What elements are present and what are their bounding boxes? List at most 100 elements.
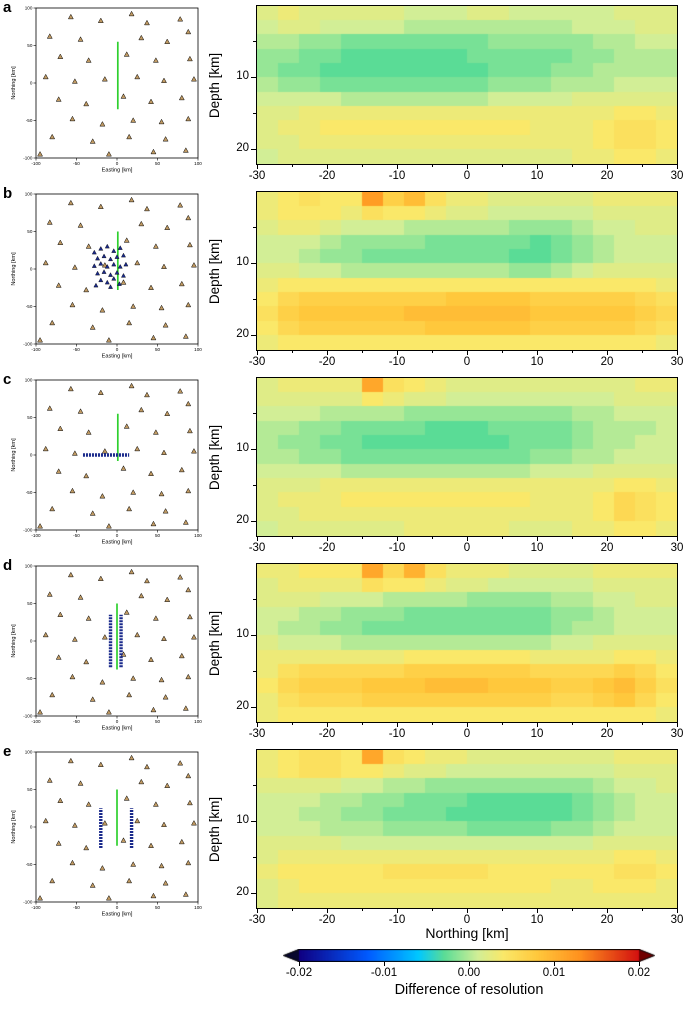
source-triangle-icon (104, 279, 110, 285)
map-y-tick-label: -50 (26, 862, 33, 867)
x-tick (536, 350, 538, 355)
station-triangle-icon (37, 151, 43, 157)
x-tick-label: -30 (248, 542, 266, 554)
x-minor-tick (641, 536, 643, 539)
station-triangle-icon (191, 448, 197, 454)
station-triangle-icon (83, 472, 90, 479)
panel-letter-c: c (3, 371, 12, 388)
panel-letter-b: b (3, 185, 13, 202)
y-minor-tick (253, 485, 257, 487)
station-triangle-icon (46, 219, 53, 225)
x-tick (326, 164, 328, 169)
colorbar-canvas (283, 949, 655, 962)
station-triangle-icon (55, 96, 62, 102)
station-triangle-icon (148, 98, 154, 104)
station-triangle-icon (120, 279, 127, 285)
y-minor-tick (253, 599, 257, 601)
station-triangle-icon (138, 592, 145, 599)
station-triangle-icon (85, 429, 92, 435)
station-triangle-icon (101, 262, 108, 268)
map-xlabel: Easting [km] (102, 726, 133, 732)
y-tick-label: 20 (236, 327, 249, 340)
source-triangle-icon (111, 248, 117, 253)
depth-axis-label: Depth [km] (207, 52, 222, 118)
station-triangle-icon (182, 147, 189, 153)
station-triangle-icon (46, 777, 53, 783)
station-triangle-icon (150, 148, 157, 155)
station-triangle-icon (161, 635, 167, 641)
panel-letter-e: e (3, 743, 12, 760)
source-triangle-icon (121, 273, 126, 278)
x-minor-tick (431, 908, 433, 911)
map-x-tick-label: -50 (73, 905, 80, 910)
x-tick (606, 908, 608, 913)
station-map-b: -100-100 -50 -50 0 0 50 50 100 100 Easting [km] No… (11, 192, 202, 360)
station-triangle-icon (191, 262, 197, 268)
map-y-tick-label: 100 (25, 564, 33, 569)
y-tick-label: 10 (236, 441, 249, 454)
station-triangle-icon (130, 117, 137, 123)
source-triangle-icon (104, 264, 110, 269)
x-minor-tick (501, 536, 503, 539)
x-tick (256, 164, 258, 169)
station-triangle-icon (186, 427, 193, 434)
station-triangle-icon (55, 468, 62, 474)
station-triangle-icon (67, 571, 74, 578)
source-triangle-icon (98, 277, 104, 283)
station-triangle-icon (101, 76, 108, 82)
x-tick (606, 722, 608, 727)
station-triangle-icon (123, 237, 130, 243)
station-triangle-icon (134, 73, 141, 80)
station-triangle-icon (177, 388, 184, 394)
station-triangle-icon (161, 77, 167, 83)
station-triangle-icon (144, 19, 150, 26)
x-tick (536, 164, 538, 169)
x-tick (256, 722, 258, 727)
station-triangle-icon (185, 115, 192, 122)
x-tick-label: 30 (670, 170, 684, 182)
colorbar-title: Difference of resolution (394, 982, 544, 998)
station-triangle-icon (85, 57, 92, 63)
x-tick-label: 30 (670, 914, 684, 926)
y-minor-tick (253, 671, 257, 673)
station-triangle-icon (182, 333, 189, 339)
station-triangle-icon (97, 575, 104, 581)
heatmap-e: -30 -20 -10 0 10 20 30 10 20 (236, 749, 683, 926)
station-triangle-icon (185, 859, 192, 866)
station-triangle-icon (164, 410, 171, 416)
x-tick (676, 908, 678, 913)
station-triangle-icon (37, 523, 43, 529)
map-y-tick-label: 100 (25, 192, 33, 197)
row-b: b -100 -100 -50 -50 0 0 50 50 100 100 Easting [km]… (0, 185, 685, 374)
station-triangle-icon (158, 490, 165, 497)
station-triangle-icon (49, 133, 56, 140)
panel-letter-d: d (3, 557, 13, 574)
station-triangle-icon (57, 797, 64, 803)
map-x-tick-label: 0 (116, 533, 119, 538)
station-triangle-icon (178, 280, 185, 287)
y-tick-label: 20 (236, 141, 249, 154)
x-tick-label: -30 (248, 356, 266, 368)
station-triangle-icon (177, 574, 184, 580)
x-tick-label: -20 (318, 356, 336, 368)
station-triangle-icon (57, 611, 64, 617)
station-map-a: -100-100 -50 -50 0 0 50 50 100 100 Easting [km] No… (11, 6, 202, 174)
station-triangle-icon (148, 284, 154, 290)
x-minor-tick (571, 536, 573, 539)
source-triangle-icon (111, 276, 117, 281)
station-triangle-icon (158, 676, 165, 683)
map-x-tick-label: 0 (116, 719, 119, 724)
row-d: d -100 -100 -50 -50 0 0 50 50 100 100 Easting [km]… (0, 557, 685, 746)
row-a: a -100 -100 -50 -50 0 0 50 50 100 100 Easting [km]… (0, 0, 685, 188)
depth-axis-label: Depth [km] (207, 424, 222, 490)
station-triangle-icon (150, 334, 157, 341)
panel-letter-a: a (3, 0, 12, 16)
station-triangle-icon (150, 706, 157, 713)
colorbar-tick (298, 962, 300, 966)
y-tick (251, 707, 257, 709)
map-x-tick-label: 0 (116, 905, 119, 910)
station-triangle-icon (69, 487, 76, 494)
colorbar-tick-label: 0.00 (457, 967, 481, 979)
map-y-tick-label: -100 (23, 900, 33, 905)
y-tick (251, 821, 257, 823)
